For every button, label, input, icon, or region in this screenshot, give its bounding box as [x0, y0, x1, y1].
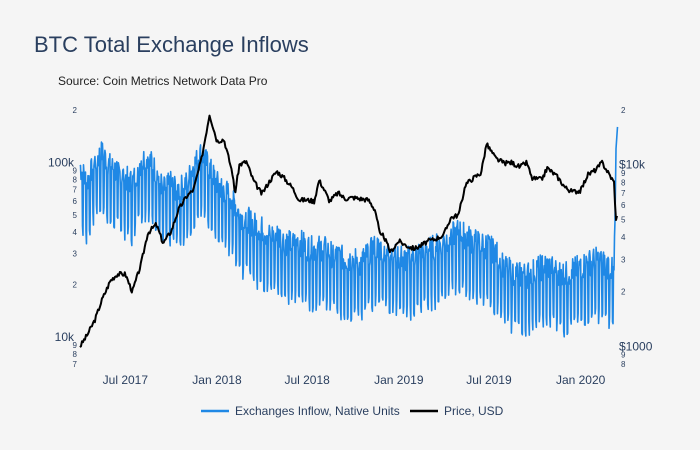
right-minor-tick-label: 5 — [621, 215, 626, 224]
right-minor-tick-label: 2 — [621, 288, 626, 297]
right-minor-tick-label: 6 — [621, 201, 626, 210]
x-tick-label: Jul 2017 — [103, 373, 149, 387]
right-minor-tick-label: 3 — [621, 256, 626, 265]
left-minor-tick-label: 8 — [73, 350, 78, 359]
legend-label-price: Price, USD — [444, 404, 504, 418]
right-minor-tick-label: 7 — [621, 189, 626, 198]
plot-area — [79, 114, 619, 348]
legend-item-price[interactable]: Price, USD — [410, 404, 504, 418]
x-tick-label: Jan 2020 — [556, 373, 606, 387]
left-minor-tick-label: 6 — [73, 197, 78, 206]
right-minor-tick-label: 2 — [621, 106, 626, 115]
x-tick-label: Jan 2018 — [192, 373, 242, 387]
right-major-tick-label: $10k — [619, 158, 646, 172]
x-axis: Jul 2017 Jan 2018 Jul 2018 Jan 2019 Jul 2019… — [103, 373, 606, 387]
right-minor-tick-label: 4 — [621, 233, 626, 242]
left-minor-tick-label: 2 — [73, 106, 78, 115]
series-line-inflow — [79, 126, 619, 338]
series-line-price — [79, 114, 618, 348]
left-major-tick-label: 100k — [48, 156, 75, 170]
left-minor-tick-label: 5 — [73, 211, 78, 220]
right-major-tick-label: $1000 — [619, 339, 653, 353]
left-minor-tick-label: 7 — [73, 186, 78, 195]
right-minor-tick-label: 9 — [621, 351, 626, 360]
left-minor-tick-label: 8 — [73, 175, 78, 184]
left-major-tick-label: 10k — [55, 330, 75, 344]
legend[interactable]: Exchanges Inflow, Native Units Price, US… — [201, 404, 504, 418]
left-minor-tick-label: 3 — [73, 250, 78, 259]
left-minor-tick-label: 7 — [73, 360, 78, 369]
left-minor-tick-label: 9 — [73, 341, 78, 350]
right-minor-tick-label: 8 — [621, 360, 626, 369]
x-tick-label: Jul 2018 — [284, 373, 330, 387]
right-minor-tick-label: 9 — [621, 169, 626, 178]
left-minor-tick-label: 9 — [73, 167, 78, 176]
chart-title: BTC Total Exchange Inflows — [34, 32, 309, 57]
legend-item-inflow[interactable]: Exchanges Inflow, Native Units — [201, 404, 400, 418]
left-minor-tick-label: 2 — [73, 280, 78, 289]
legend-label-inflow: Exchanges Inflow, Native Units — [235, 404, 400, 418]
chart-subtitle: Source: Coin Metrics Network Data Pro — [58, 74, 268, 88]
left-minor-tick-label: 4 — [73, 228, 78, 237]
x-tick-label: Jan 2019 — [374, 373, 424, 387]
x-tick-label: Jul 2019 — [466, 373, 512, 387]
right-minor-tick-label: 8 — [621, 178, 626, 187]
